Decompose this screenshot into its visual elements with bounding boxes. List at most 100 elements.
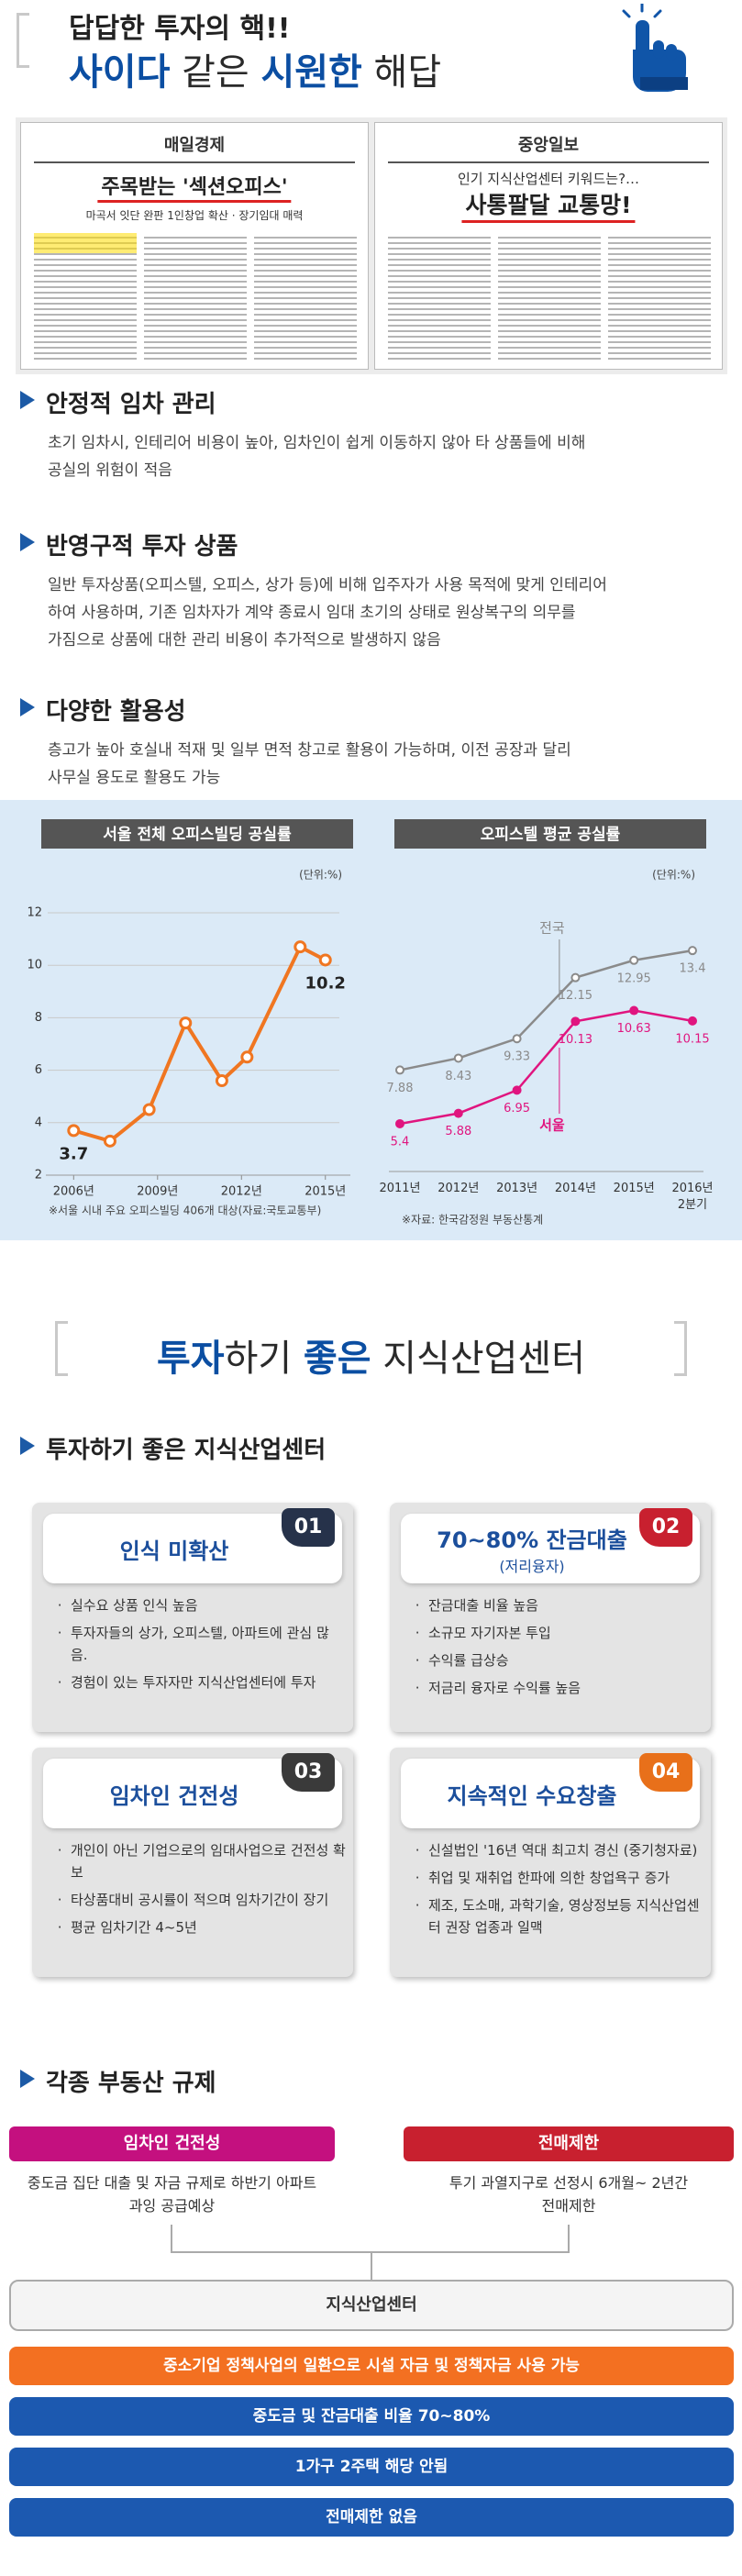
rule [388, 161, 709, 163]
text-block [254, 233, 357, 360]
regulation-text: 과잉 공급예상 [128, 2197, 216, 2215]
section-title: 안정적 임차 관리 [46, 391, 216, 418]
card-item: 저금리 융자로 수익률 높음 [428, 1677, 703, 1699]
benefit-bar: 1가구 2주택 해당 안됨 [9, 2448, 734, 2486]
series-line [399, 1009, 693, 1126]
title-segment: 지식산업센터 [371, 1338, 586, 1380]
chart-title: 서울 전체 오피스빌딩 공실률 [103, 826, 292, 844]
bullet-triangle [20, 533, 35, 551]
value-label: 3.7 [59, 1144, 88, 1163]
y-tick-label: 4 [35, 1116, 42, 1129]
card-item: 신설법인 '16년 역대 최고치 경신 (중기청자료) [428, 1839, 703, 1861]
chart-note: ※자료: 한국감정원 부동산통계 [402, 1214, 543, 1227]
bracket [674, 1321, 687, 1376]
text-block [388, 233, 491, 360]
y-tick-label: 6 [35, 1063, 42, 1077]
card-item: 수익률 급상승 [428, 1649, 703, 1671]
series-line [72, 944, 327, 1144]
card-item: 소규모 자기자본 투입 [428, 1622, 703, 1644]
regulation-label: 전매제한 [404, 2126, 734, 2161]
card-items: 개인이 아닌 기업으로의 임대사업으로 건전성 확보타상품대비 공시률이 적으며… [58, 1839, 346, 1944]
value-label: 8.43 [445, 1070, 471, 1083]
point [453, 1108, 463, 1118]
section-title: 각종 부동산 규제 [46, 2070, 216, 2097]
x-tick-label: 2006년 [53, 1185, 94, 1199]
newspaper: 중앙일보 인기 지식산업센터 키워드는?… 사통팔달 교통망! [374, 122, 723, 370]
point [215, 1074, 228, 1088]
section-text: 층고가 높아 호실내 적재 및 일부 면적 창고로 활용이 가능하며, 이전 공… [48, 741, 571, 760]
paper-name: 매일경제 [163, 136, 226, 155]
section-title: 반영구적 투자 상품 [46, 533, 238, 561]
point [453, 1053, 463, 1063]
card-items: 잔금대출 비율 높음소규모 자기자본 투입수익률 급상승저금리 융자로 수익률 … [415, 1594, 703, 1704]
title-segment: 사이다 [69, 51, 171, 94]
bullet-triangle [20, 1437, 35, 1455]
value-label: 6.95 [504, 1102, 530, 1116]
series-name: 전국 [539, 920, 565, 937]
point [629, 955, 639, 965]
point [395, 1118, 404, 1128]
x-tick-label: 2012년 [437, 1182, 479, 1195]
chart-header [394, 819, 706, 849]
card-item: 타상품대비 공시률이 적으며 임차기간이 장기 [71, 1889, 346, 1911]
point [103, 1134, 116, 1148]
card-item: 개인이 아닌 기업으로의 임대사업으로 건전성 확보 [71, 1839, 346, 1883]
y-tick-label: 12 [27, 906, 42, 920]
newspaper: 매일경제 주목받는 '섹션오피스' 마곡서 잇단 완판 1인창업 확산 · 장기임대… [20, 122, 369, 370]
chart-note: ※서울 시내 주요 오피스빌딩 406개 대상(자료:국토교통부) [49, 1205, 321, 1217]
title-segment: 하기 [224, 1338, 304, 1380]
card-items: 실수요 상품 인식 높음투자자들의 상가, 오피스텔, 아파트에 관심 많음. 경… [58, 1594, 346, 1699]
highlight [34, 233, 137, 253]
y-axis-label: (단위:%) [299, 869, 342, 882]
section-text: 사무실 용도로 활용도 가능 [48, 769, 221, 787]
card-note: (저리융자) [499, 1557, 565, 1575]
point [688, 946, 697, 956]
x-tick-label: 2015년 [614, 1182, 655, 1195]
card-number: 03 [282, 1753, 335, 1792]
point [293, 940, 307, 954]
section-text: 초기 임차시, 인테리어 비용이 높아, 임차인이 쉽게 이동하지 않아 타 상… [48, 434, 586, 452]
bullet-triangle [20, 391, 35, 409]
card-item: 실수요 상품 인식 높음 [71, 1594, 346, 1616]
center-box: 지식산업센터 [9, 2280, 734, 2331]
card-title: 임차인 건전성 [109, 1782, 239, 1809]
value-label: 10.15 [675, 1032, 709, 1046]
y-axis-label: (단위:%) [652, 869, 695, 882]
title-segment: 투자 [156, 1338, 225, 1380]
card-item: 취업 및 재취업 한파에 의한 창업욕구 증가 [428, 1867, 703, 1889]
header-line: 답답한 투자의 핵!! [69, 13, 291, 45]
benefit-bar: 중소기업 정책사업의 일환으로 시설 자금 및 정책자금 사용 가능 [9, 2347, 734, 2385]
hand-icon [622, 4, 688, 92]
y-tick-label: 2 [35, 1169, 42, 1183]
title-segment: 같은 [170, 51, 261, 94]
paper-name: 중앙일보 [517, 136, 580, 155]
card-number: 02 [639, 1508, 692, 1547]
value-label: 12.95 [617, 972, 651, 985]
value-label: 9.33 [504, 1050, 530, 1064]
value-label: 10.63 [617, 1022, 651, 1036]
chart-header [41, 819, 353, 849]
headline: 사통팔달 교통망! [461, 187, 636, 223]
section-title: 투자하기 좋은 지식산업센터 [46, 1437, 327, 1464]
value-label: 10.2 [305, 973, 346, 993]
chart-title: 오피스텔 평균 공실률 [481, 826, 621, 844]
value-label: 5.4 [391, 1135, 410, 1149]
series-name: 서울 [539, 1117, 565, 1134]
card: 지속적인 수요창출 04 신설법인 '16년 역대 최고치 경신 (중기청자료) 취업… [390, 1748, 711, 1977]
text-block [34, 233, 137, 360]
x-tick-label: 2011년 [379, 1182, 420, 1195]
section-text: 가짐으로 상품에 대한 관리 비용이 추가적으로 발생하지 않음 [48, 631, 441, 650]
invest-title: 투자하기 좋은 지식산업센터 [0, 1328, 742, 1382]
bullet-triangle [20, 698, 35, 716]
point [318, 953, 332, 967]
x-tick-label: 2013년 [496, 1182, 537, 1195]
section-title: 다양한 활용성 [46, 698, 186, 726]
section-text: 공실의 위험이 적음 [48, 461, 172, 480]
card-number: 01 [282, 1508, 335, 1547]
subhead: 마곡서 잇단 완판 1인창업 확산 · 장기임대 매력 [85, 209, 304, 222]
card-item: 경험이 있는 투자자만 지식산업센터에 투자 [71, 1671, 346, 1693]
value-label: 7.88 [387, 1082, 414, 1095]
regulation-text: 중도금 집단 대출 및 자금 규제로 하반기 아파트 [27, 2174, 317, 2192]
bracket [17, 13, 29, 68]
